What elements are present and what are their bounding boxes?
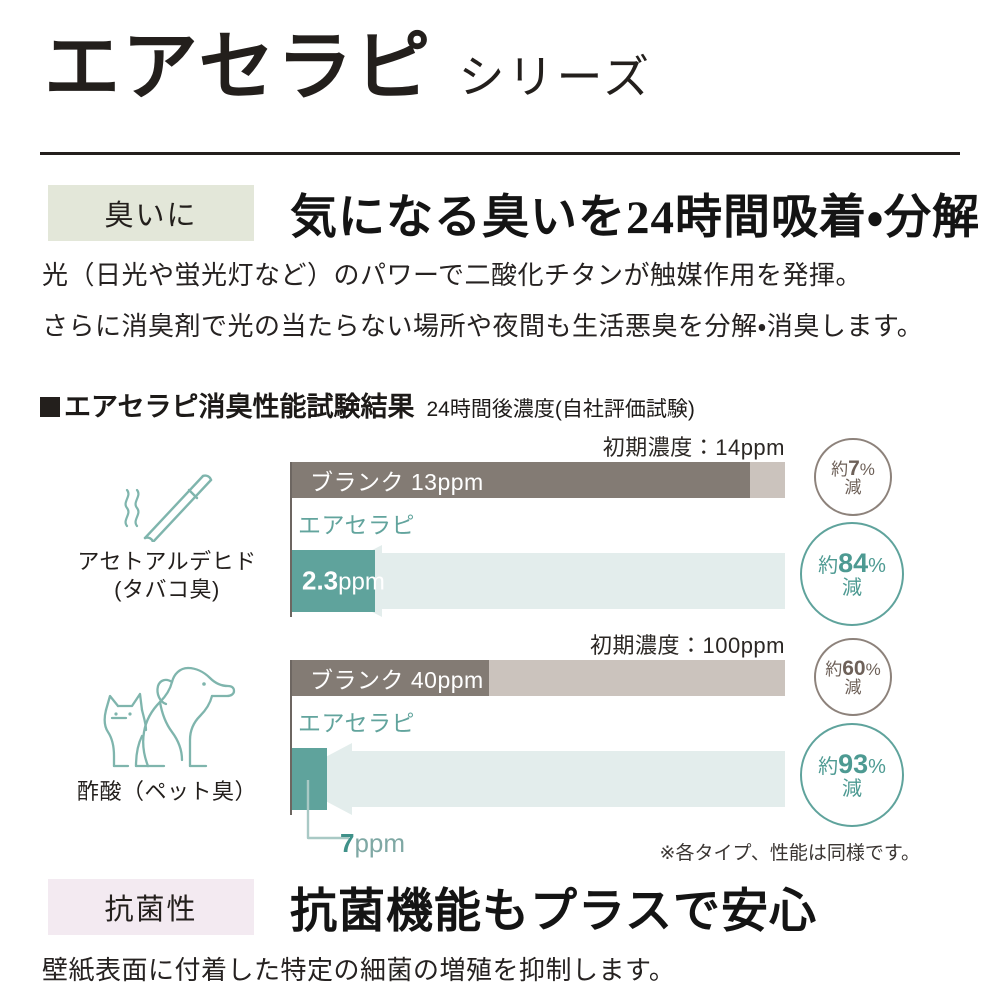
chart-2-value-callout: 7ppm [292,780,492,872]
page-title: エアセラピ シリーズ [44,30,652,106]
chart-1-icon-column: アセトアルデヒド (タバコ臭) [42,468,292,603]
chart-2-value-unit: ppm [354,828,406,858]
dog-cat-icon [103,666,236,768]
chart-2-icon-column: 酢酸（ペット臭） [42,660,292,806]
chart-1-blank-bar-fill [292,462,751,498]
chart-1-blank-bar-label: ブランク 13ppm [310,469,484,495]
callout-leader-line-icon [306,780,350,840]
chart-1-airtherapy-value: 2.3ppm [302,566,385,597]
chart-2-blank-reduction-badge: 約60% 減 [814,638,892,716]
chart-2-blank-bar-label: ブランク 40ppm [310,667,484,693]
chart-1-reduction-arrow [292,545,785,617]
chart-1-at-suffix: % [868,555,886,578]
odor-tag: 臭いに [48,184,254,241]
chart-2-airtherapy-label: エアセラピ [298,710,416,736]
chart-1-at-number: 84 [838,548,869,579]
odor-body-line-2: さらに消臭剤で光の当たらない場所や夜間も生活悪臭を分解・消臭します。 [42,312,924,341]
chart-2-reduction-arrow [292,743,785,815]
chart-1-airtherapy-reduction-badge: 約84% 減 [800,522,904,626]
chart-heading: エアセラピ消臭性能試験結果 24時間後濃度(自社評価試験) [40,385,695,424]
chart-2-airtherapy-bar [292,748,327,810]
chart-1-blank-number: 7 [848,456,860,480]
chart-2-substance-name: 酢酸（ペット臭） [76,779,257,804]
chart-1-substance-note: (タバコ臭) [114,576,220,602]
chart-1-substance-label: アセトアルデヒド (タバコ臭) [42,548,292,603]
chart-2-at-number: 93 [838,749,869,780]
chart-2-substance-label: 酢酸（ペット臭） [42,778,292,806]
chart-heading-main: エアセラピ消臭性能試験結果 [64,392,415,422]
title-main: エアセラピ [44,25,433,110]
chart-1-blank-suffix: % [859,459,875,479]
chart-1-at-reduction-line1: 約84% [818,548,886,579]
chart-2-at-suffix: % [868,756,886,779]
chart-2-at-reduction-line2: 減 [842,777,862,800]
antibacterial-section-heading: 抗菌性 抗菌機能もプラスで安心 [48,872,817,941]
chart-1-blank-reduction-line1: 約7% [831,456,875,480]
cigarette-icon [124,474,213,542]
square-bullet-icon [40,397,60,417]
chart-1-airtherapy-bar: 2.3ppm [292,550,385,612]
chart-1-blank-reduction-line2: 減 [844,478,862,498]
chart-2-blank-suffix: % [865,659,881,679]
chart-2-at-reduction-line1: 約93% [818,749,886,780]
chart-2-axis [290,660,292,815]
chart-2-airtherapy-value: 7ppm [340,828,405,859]
chart-1-airtherapy-label: エアセラピ [298,512,416,538]
chart-2-blank-bar: ブランク 40ppm [292,660,785,696]
chart-1-axis [290,462,292,617]
chart-2-blank-reduction-line1: 約60% [825,656,881,680]
title-sub: シリーズ [458,51,653,103]
chart-2-blank-number: 60 [842,656,866,680]
chart-1-initial-concentration: 初期濃度：14ppm [602,435,785,460]
chart-heading-sub: 24時間後濃度(自社評価試験) [426,398,695,421]
chart-2-at-prefix: 約 [818,756,839,779]
odor-headline: 気になる臭いを24時間吸着・分解 [290,192,980,244]
chart-1-at-prefix: 約 [818,555,839,578]
chart-2-blank-bar-fill [292,660,490,696]
chart-1-substance-name: アセトアルデヒド [77,549,257,574]
chart-1-value-unit: ppm [338,568,385,596]
chart-1-blank-bar: ブランク 13ppm [292,462,785,498]
odor-section-heading: 臭いに 気になる臭いを24時間吸着・分解 [48,178,980,247]
header-divider [40,152,960,155]
antibacterial-tag: 抗菌性 [48,878,254,935]
chart-1-blank-reduction-badge: 約7% 減 [814,438,892,516]
chart-2-blank-reduction-line2: 減 [844,678,862,698]
antibacterial-headline: 抗菌機能もプラスで安心 [290,886,818,938]
chart-1-value-number: 2.3 [302,565,339,596]
chart-2-blank-prefix: 約 [825,659,843,679]
chart-2-initial-concentration: 初期濃度：100ppm [589,633,785,658]
chart-1-at-reduction-line2: 減 [842,576,862,599]
antibacterial-body-line-1: 壁紙表面に付着した特定の細菌の増殖を抑制します。 [42,956,676,985]
chart-2-airtherapy-reduction-badge: 約93% 減 [800,723,904,827]
odor-body-line-1: 光（日光や蛍光灯など）のパワーで二酸化チタンが触媒作用を発揮。 [42,261,862,290]
chart-2-value-number: 7 [340,828,355,858]
chart-footnote: ※各タイプ、性能は同様です。 [659,843,920,864]
chart-1-blank-prefix: 約 [831,459,849,479]
